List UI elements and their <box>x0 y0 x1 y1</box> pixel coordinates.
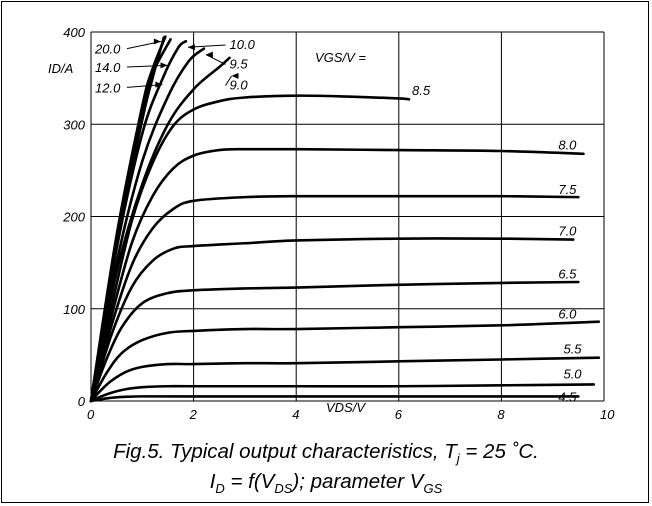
curve-label-7.5: 7.5 <box>558 182 577 197</box>
curve-label-5.5: 5.5 <box>563 341 582 356</box>
curve-label-4.5: 4.5 <box>558 389 577 404</box>
x-tick-label-2: 2 <box>189 407 198 422</box>
x-tick-label-6: 6 <box>395 407 403 422</box>
label-arrowhead-14.0 <box>160 62 168 69</box>
curve-vgs-7.0 <box>89 237 575 403</box>
curve-labels: 4.5 5.0 5.5 6.0 6.5 7.0 7.5 8.0 8.5 9.0 9.5 10.0 12.… <box>94 37 582 404</box>
curve-label-14.0: 14.0 <box>95 60 121 75</box>
label-arrowhead-9.5 <box>205 51 213 58</box>
x-tick-label-8: 8 <box>497 407 505 422</box>
legend-title: VGS/V = <box>315 50 366 65</box>
curve-vgs-8.5 <box>89 94 411 403</box>
curve-vgs-20.0 <box>89 36 166 403</box>
label-arrowhead-12.0 <box>155 81 163 88</box>
curve-vgs-6.0 <box>89 320 601 403</box>
x-tick-label-0: 0 <box>87 407 95 422</box>
y-tick-label-0: 0 <box>78 394 86 409</box>
curve-label-6.0: 6.0 <box>558 306 577 321</box>
curve-vgs-5.5 <box>89 356 601 403</box>
curve-vgs-7.5 <box>89 194 580 403</box>
label-arrowhead-9.0 <box>231 72 239 79</box>
x-tick-label-4: 4 <box>292 407 299 422</box>
x-tick-label-10: 10 <box>600 407 615 422</box>
label-arrowhead-10.0 <box>187 44 195 51</box>
curve-vgs-5.0 <box>89 383 596 403</box>
label-arrow-9.0 <box>225 75 232 86</box>
curve-label-20.0: 20.0 <box>94 42 121 57</box>
grid <box>90 31 605 402</box>
label-arrow-9.5 <box>205 54 226 65</box>
curve-label-10.0: 10.0 <box>230 37 256 52</box>
curve-vgs-9.5 <box>89 47 206 403</box>
curve-label-5.0: 5.0 <box>563 366 582 381</box>
caption-line-2: ID = f(VDS); parameter VGS <box>209 470 443 497</box>
curve-label-6.5: 6.5 <box>558 267 577 282</box>
label-arrowhead-20.0 <box>153 38 161 45</box>
curve-vgs-4.5 <box>89 395 580 403</box>
curve-label-8.5: 8.5 <box>412 83 431 98</box>
curve-vgs-8.0 <box>89 147 585 403</box>
y-tick-label-200: 200 <box>62 210 85 225</box>
curve-label-9.5: 9.5 <box>230 56 249 71</box>
curve-label-12.0: 12.0 <box>95 80 121 95</box>
curve-vgs-6.5 <box>89 280 580 403</box>
curve-label-9.0: 9.0 <box>230 78 249 93</box>
y-axis-label: ID/A <box>48 61 73 76</box>
caption-line-1: Fig.5. Typical output characteristics, T… <box>113 440 539 467</box>
curve-label-7.0: 7.0 <box>558 223 577 238</box>
curves <box>89 35 601 403</box>
x-axis-label: VDS/V <box>326 400 366 415</box>
y-tick-label-300: 300 <box>63 117 85 132</box>
figure-caption: Fig.5. Typical output characteristics, T… <box>0 440 652 500</box>
y-tick-label-100: 100 <box>63 302 85 317</box>
curve-vgs-9.0 <box>89 56 231 403</box>
curve-label-8.0: 8.0 <box>558 138 577 153</box>
y-tick-label-400: 400 <box>63 25 85 40</box>
